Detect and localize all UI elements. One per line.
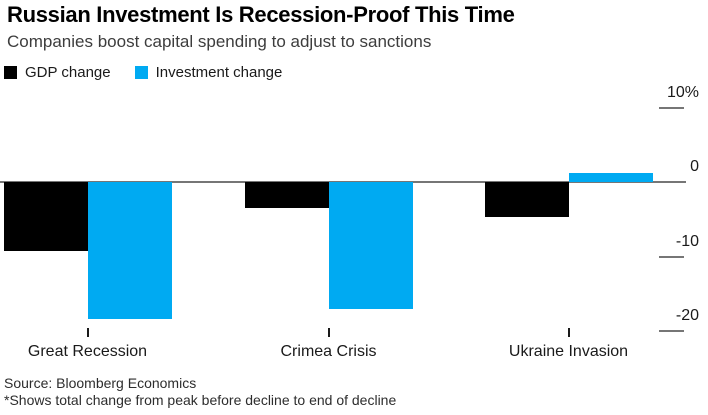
legend-item-gdp-change: GDP change <box>4 64 111 81</box>
legend-label-gdp-change: GDP change <box>25 64 111 81</box>
x-axis-tick-ukraine-invasion <box>567 328 570 337</box>
legend: GDP change Investment change <box>4 64 282 81</box>
bar-gdp-change-crimea-crisis <box>244 182 329 209</box>
y-axis-tick-line-10 <box>659 106 684 109</box>
y-axis-tick-line--10 <box>659 255 684 258</box>
y-axis-tick-label--20: -20 <box>675 307 699 324</box>
chart-subtitle: Companies boost capital spending to adju… <box>7 32 432 51</box>
x-axis-category-label-great-recession: Great Recession <box>27 343 148 360</box>
x-axis-category-label-crimea-crisis: Crimea Crisis <box>280 343 377 360</box>
bar-gdp-change-ukraine-invasion <box>484 182 569 217</box>
y-axis-tick-label--10: -10 <box>675 232 699 250</box>
footnote: *Shows total change from peak before dec… <box>4 392 397 408</box>
y-axis-tick-line--20 <box>659 330 684 332</box>
x-axis-tick-crimea-crisis <box>327 328 330 337</box>
bar-investment-change-ukraine-invasion <box>568 173 653 182</box>
legend-swatch-investment-change <box>134 66 148 79</box>
source-note: Source: Bloomberg Economics <box>4 375 197 391</box>
y-axis-tick-label-10: 10% <box>666 83 699 101</box>
bar-gdp-change-great-recession <box>3 182 88 252</box>
legend-item-investment-change: Investment change <box>134 64 283 81</box>
x-axis-tick-great-recession <box>86 328 89 337</box>
y-axis-tick-label-0: 0 <box>690 158 699 175</box>
legend-label-investment-change: Investment change <box>155 64 283 81</box>
legend-swatch-gdp-change <box>4 66 17 79</box>
chart-title: Russian Investment Is Recession-Proof Th… <box>7 2 515 27</box>
bar-investment-change-crimea-crisis <box>328 182 413 309</box>
x-axis-category-label-ukraine-invasion: Ukraine Invasion <box>508 343 629 360</box>
bar-investment-change-great-recession <box>87 182 172 320</box>
